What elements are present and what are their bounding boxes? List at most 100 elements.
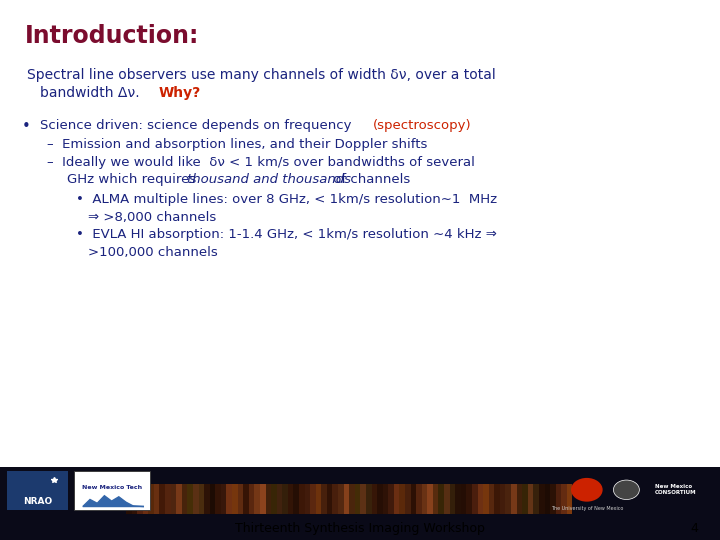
Bar [355,484,361,514]
Text: •: • [22,119,30,134]
Text: •  ALMA multiple lines: over 8 GHz, < 1km/s resolution∼1  MHz: • ALMA multiple lines: over 8 GHz, < 1km… [76,193,497,206]
Bar [410,484,416,514]
Bar [377,484,383,514]
Bar [132,484,137,514]
Bar [299,484,305,514]
Bar [438,484,444,514]
Bar [260,484,266,514]
Text: (spectroscopy): (spectroscopy) [373,119,472,132]
Bar [544,484,550,514]
Bar [221,484,226,514]
Bar [294,484,299,514]
Bar [467,484,472,514]
Text: Thirteenth Synthesis Imaging Workshop: Thirteenth Synthesis Imaging Workshop [235,522,485,535]
Bar [143,484,148,514]
Bar [428,484,433,514]
Bar [383,484,388,514]
Text: Why?: Why? [158,86,201,100]
Bar [327,484,333,514]
Bar [394,484,400,514]
Bar [249,484,254,514]
Circle shape [613,480,639,500]
Text: ⇒ >8,000 channels: ⇒ >8,000 channels [88,211,216,224]
Text: of channels: of channels [329,173,410,186]
Bar [349,484,355,514]
Text: The University of New Mexico: The University of New Mexico [551,506,623,511]
Bar [556,484,562,514]
Bar [193,484,199,514]
Bar [550,484,556,514]
Bar [321,484,327,514]
Bar [204,484,210,514]
Bar [282,484,288,514]
Bar [511,484,517,514]
Bar [416,484,422,514]
Bar [461,484,467,514]
Circle shape [571,478,603,502]
Text: bandwidth Δν.: bandwidth Δν. [40,86,153,100]
Text: Introduction:: Introduction: [25,24,199,48]
Text: >100,000 channels: >100,000 channels [88,246,217,259]
Bar [495,484,500,514]
Bar [137,484,143,514]
Bar [333,484,338,514]
Bar [254,484,260,514]
Bar [238,484,243,514]
Bar [567,484,572,514]
Bar [338,484,343,514]
Bar [522,484,528,514]
Polygon shape [83,496,144,507]
Bar [165,484,171,514]
Bar [266,484,271,514]
Bar [534,484,539,514]
Bar [489,484,495,514]
Bar [455,484,461,514]
Bar [126,484,132,514]
Bar [477,484,483,514]
Text: NRAO: NRAO [23,497,52,505]
Bar [305,484,310,514]
Bar [343,484,349,514]
Bar [154,484,160,514]
Text: GHz which requires: GHz which requires [67,173,200,186]
Bar [74,471,150,510]
Bar [215,484,221,514]
Text: •  EVLA HI absorption: 1-1.4 GHz, < 1km/s resolution ∼4 kHz ⇒: • EVLA HI absorption: 1-1.4 GHz, < 1km/s… [76,228,497,241]
Text: Science driven: science depends on frequency: Science driven: science depends on frequ… [40,119,356,132]
Bar [148,484,154,514]
Bar [405,484,410,514]
Bar [388,484,394,514]
Bar [316,484,321,514]
Bar [483,484,489,514]
Bar [199,484,204,514]
Bar [366,484,372,514]
Bar [472,484,477,514]
Bar [271,484,276,514]
Bar [243,484,249,514]
Bar [562,484,567,514]
Text: 4: 4 [690,522,698,535]
Bar [500,484,505,514]
Bar [361,484,366,514]
Bar [449,484,455,514]
Bar [232,484,238,514]
Bar [517,484,522,514]
Bar [276,484,282,514]
Bar [400,484,405,514]
Bar [372,484,377,514]
Bar [0,467,720,540]
Text: –  Ideally we would like  δν < 1 km/s over bandwidths of several: – Ideally we would like δν < 1 km/s over… [47,156,474,168]
Text: New Mexico Tech: New Mexico Tech [81,485,142,490]
Bar [505,484,511,514]
Text: –  Emission and absorption lines, and their Doppler shifts: – Emission and absorption lines, and the… [47,138,427,151]
Bar [181,484,187,514]
Text: New Mexico
CONSORTIUM: New Mexico CONSORTIUM [655,484,697,495]
Bar [433,484,438,514]
Bar [528,484,534,514]
Bar [160,484,165,514]
Bar [210,484,215,514]
Bar [187,484,193,514]
Text: thousand and thousands: thousand and thousands [187,173,351,186]
Bar [422,484,428,514]
Bar [226,484,232,514]
